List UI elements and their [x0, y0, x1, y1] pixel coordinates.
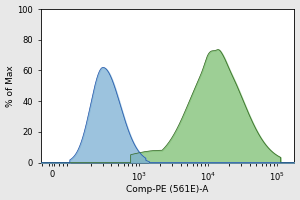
Y-axis label: % of Max: % of Max	[6, 65, 15, 107]
X-axis label: Comp-PE (561E)-A: Comp-PE (561E)-A	[126, 185, 209, 194]
